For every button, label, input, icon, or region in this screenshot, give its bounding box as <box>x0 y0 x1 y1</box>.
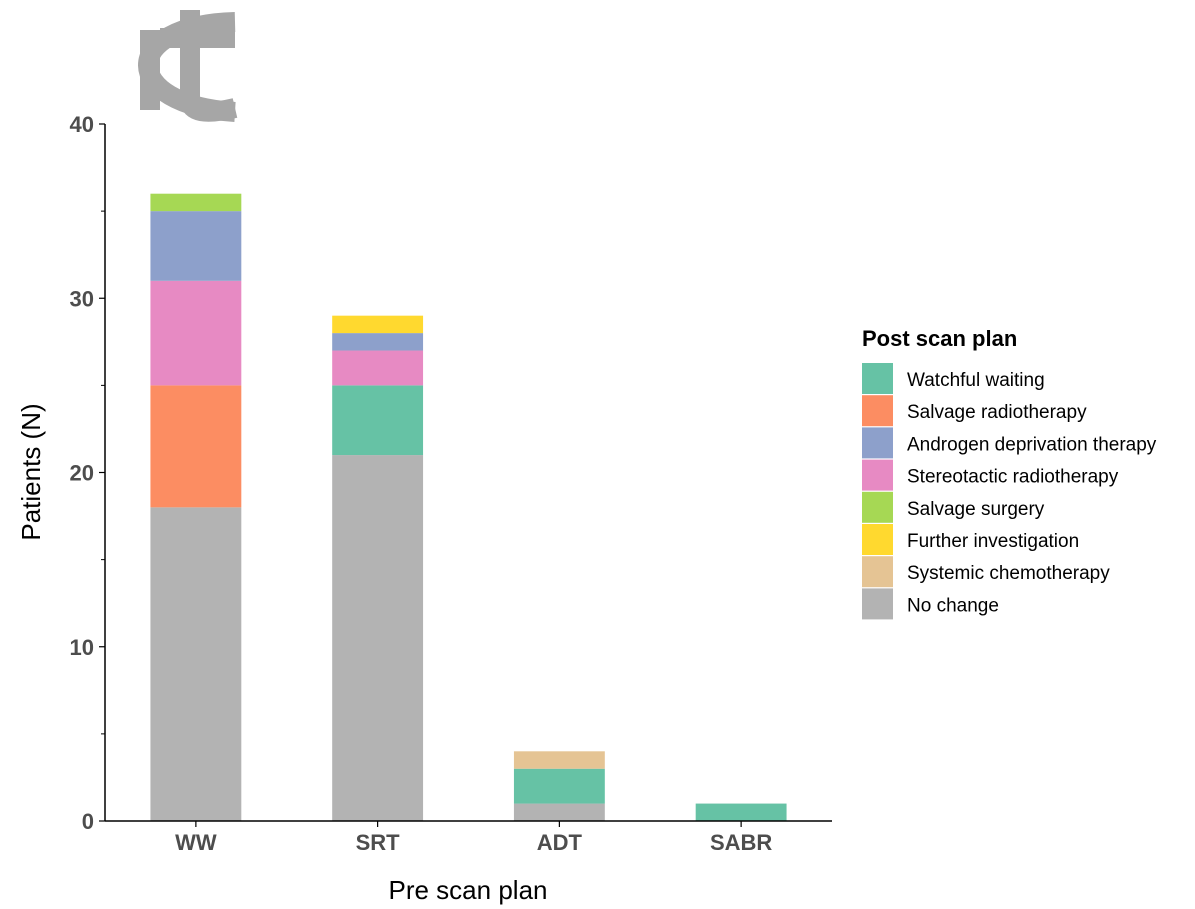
x-axis: WW SRT ADT SABR <box>105 820 832 855</box>
bar-segment-ww-no-change <box>150 507 242 821</box>
y-axis-title: Patients (N) <box>16 403 46 540</box>
legend-label: Further investigation <box>907 531 1079 552</box>
legend-label: Stereotactic radiotherapy <box>907 467 1119 488</box>
x-tick-label-ww: WW <box>175 830 217 855</box>
y-tick-label: 30 <box>70 286 94 311</box>
legend-swatch-stereotactic-radiotherapy <box>862 459 893 491</box>
bar-segment-ww-stereotactic-radiotherapy <box>150 280 242 386</box>
bar-segment-srt-androgen-deprivation-therapy <box>332 333 424 351</box>
bar-segment-srt-further-investigation <box>332 315 424 334</box>
legend-label: Salvage radiotherapy <box>907 402 1087 423</box>
legend-swatch-watchful-waiting <box>862 363 893 394</box>
bar-segment-srt-watchful-waiting <box>332 385 424 456</box>
bar-segment-ww-salvage-surgery <box>150 193 242 212</box>
y-tick-label: 0 <box>82 809 94 834</box>
legend: Post scan plan Watchful waiting Salvage r… <box>862 326 1157 620</box>
y-tick-label: 40 <box>70 112 94 137</box>
watermark-mask <box>0 0 100 120</box>
y-tick-label: 10 <box>70 635 94 660</box>
bar-segment-sabr-watchful-waiting <box>695 803 787 821</box>
bar-segment-adt-no-change <box>513 803 605 821</box>
bar-segment-srt-no-change <box>332 455 424 821</box>
legend-label: No change <box>907 595 999 616</box>
x-tick-label-srt: SRT <box>356 830 401 855</box>
bar-segment-ww-salvage-radiotherapy <box>150 385 242 508</box>
watermark-fragment <box>138 10 238 122</box>
x-axis-title: Pre scan plan <box>389 875 548 905</box>
bar-segment-adt-watchful-waiting <box>513 768 605 804</box>
y-tick-label: 20 <box>70 461 94 486</box>
plot-area <box>150 193 787 821</box>
legend-swatch-further-investigation <box>862 524 893 555</box>
legend-swatch-androgen-deprivation-therapy <box>862 427 893 459</box>
legend-swatch-no-change <box>862 588 893 620</box>
y-axis: 0 10 20 30 40 <box>70 112 106 834</box>
bar-segment-ww-androgen-deprivation-therapy <box>150 211 242 281</box>
legend-label: Salvage surgery <box>907 499 1045 520</box>
bar-segment-srt-stereotactic-radiotherapy <box>332 350 424 386</box>
x-tick-label-sabr: SABR <box>710 830 772 855</box>
legend-label: Androgen deprivation therapy <box>907 434 1157 455</box>
legend-label: Systemic chemotherapy <box>907 563 1110 584</box>
legend-swatch-systemic-chemotherapy <box>862 556 893 588</box>
x-tick-label-adt: ADT <box>537 830 583 855</box>
legend-swatch-salvage-surgery <box>862 491 893 523</box>
legend-label: Watchful waiting <box>907 370 1045 391</box>
legend-title: Post scan plan <box>862 326 1017 351</box>
legend-swatch-salvage-radiotherapy <box>862 395 893 427</box>
bar-segment-adt-systemic-chemotherapy <box>513 751 605 769</box>
